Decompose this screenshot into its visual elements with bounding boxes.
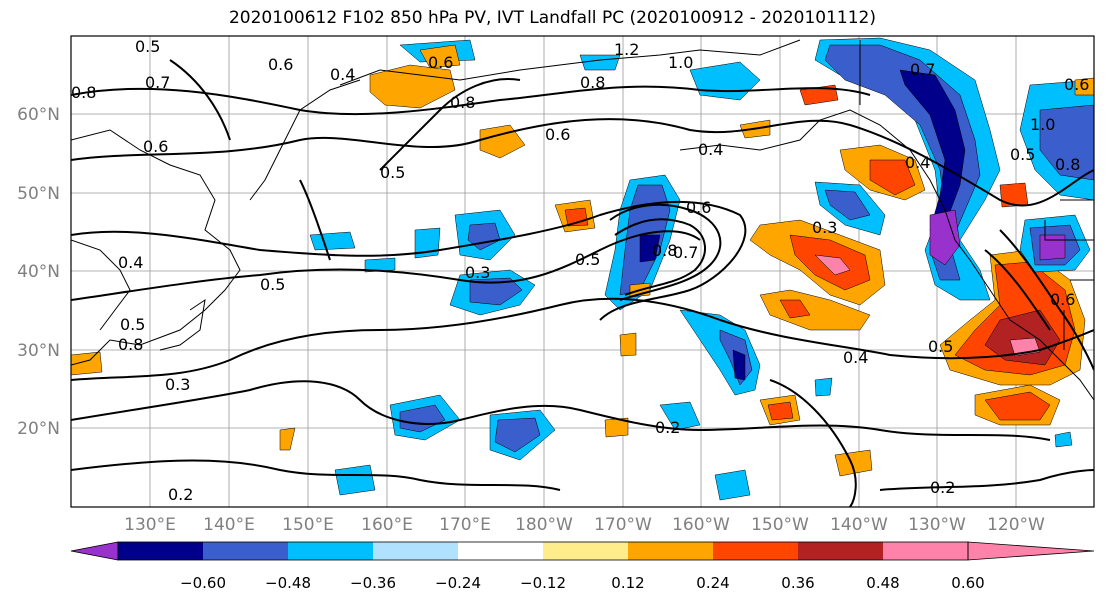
lat-label: 20°N	[17, 419, 60, 439]
colorbar-segment	[288, 542, 373, 560]
lon-label: 130°E	[124, 515, 176, 535]
contour-label: 0.8	[580, 73, 605, 92]
colorbar-tick-label: −0.36	[350, 574, 396, 592]
colorbar-segment	[798, 542, 883, 560]
lat-label: 40°N	[17, 262, 60, 282]
contour-label: 0.8	[118, 335, 143, 354]
contour-label: 0.8	[652, 241, 677, 260]
pv-contours	[71, 59, 1094, 507]
ivt-shading	[71, 37, 1094, 501]
lon-label: 160°E	[361, 515, 413, 535]
colorbar-tick-label: 0.12	[611, 574, 644, 592]
contour-label: 0.2	[930, 478, 955, 497]
colorbar-segment	[883, 542, 968, 560]
lat-label: 30°N	[17, 341, 60, 361]
colorbar-ticks: −0.60 −0.48 −0.36 −0.24 −0.12 0.12 0.24 …	[180, 574, 985, 592]
contour-label: 0.6	[143, 137, 168, 156]
contour-label: 0.3	[812, 218, 837, 237]
map-title: 2020100612 F102 850 hPa PV, IVT Landfall…	[228, 8, 876, 28]
lon-label: 170°E	[439, 515, 491, 535]
colorbar-segment	[628, 542, 713, 560]
lat-label: 60°N	[17, 105, 60, 125]
colorbar-segment	[458, 542, 543, 560]
contour-label: 0.5	[120, 315, 145, 334]
colorbar-tick-label: 0.48	[866, 574, 899, 592]
lon-label: 150°E	[282, 515, 334, 535]
contour-label: 0.6	[1064, 75, 1089, 94]
contour-label: 0.5	[928, 337, 953, 356]
contour-label: 0.2	[655, 418, 680, 437]
contour-label: 0.4	[330, 65, 355, 84]
colorbar-tick-label: 0.60	[951, 574, 984, 592]
colorbar-tick-label: −0.24	[435, 574, 481, 592]
colorbar-segment	[373, 542, 458, 560]
contour-label: 0.5	[380, 163, 405, 182]
colorbar-upper-extend	[967, 541, 1095, 561]
longitude-labels: 130°E 140°E 150°E 160°E 170°E 180°W 170°…	[124, 515, 1045, 535]
lon-label: 140°W	[830, 515, 888, 535]
colorbar-tick-label: −0.60	[180, 574, 226, 592]
colorbar-tick-label: −0.48	[265, 574, 311, 592]
colorbar-tick-label: 0.24	[696, 574, 729, 592]
contour-label: 0.4	[118, 253, 143, 272]
lon-label: 180°W	[515, 515, 573, 535]
colorbar-segment	[203, 542, 288, 560]
map-frame	[70, 35, 1095, 508]
colorbar-segment	[713, 542, 798, 560]
contour-label: 0.3	[465, 263, 490, 282]
colorbar-segment	[543, 542, 628, 560]
contour-labels: 0.5 0.6 0.7 0.8 0.6 0.4 0.6 0.5 0.8 0.6 …	[71, 37, 1089, 504]
latitude-labels: 60°N 50°N 40°N 30°N 20°N	[17, 105, 60, 439]
lon-label: 170°W	[594, 515, 652, 535]
contour-label: 0.5	[1010, 145, 1035, 164]
contour-label: 0.8	[450, 93, 475, 112]
lon-label: 140°E	[203, 515, 255, 535]
colorbar: −0.60 −0.48 −0.36 −0.24 −0.12 0.12 0.24 …	[70, 541, 1095, 592]
colorbar-tick-label: 0.36	[781, 574, 814, 592]
colorbar-lower-extend	[70, 541, 119, 561]
contour-label: 1.0	[668, 53, 693, 72]
colorbar-tick-label: −0.12	[520, 574, 566, 592]
contour-label: 0.8	[71, 83, 96, 102]
contour-label: 0.8	[1055, 155, 1080, 174]
lon-label: 120°W	[987, 515, 1045, 535]
coastlines	[71, 39, 1094, 401]
lon-label: 160°W	[672, 515, 730, 535]
lon-label: 150°W	[751, 515, 809, 535]
lon-label: 130°W	[908, 515, 966, 535]
contour-label: 0.5	[575, 250, 600, 269]
colorbar-segment	[118, 542, 203, 560]
colorbar-outline	[117, 541, 969, 561]
contour-label: 0.5	[135, 37, 160, 56]
contour-label: 0.2	[168, 485, 193, 504]
contour-label: 0.7	[673, 243, 698, 262]
contour-label: 0.6	[545, 125, 570, 144]
contour-label: 0.5	[260, 275, 285, 294]
contour-label: 0.6	[1050, 290, 1075, 309]
contour-label: 1.0	[1030, 115, 1055, 134]
contour-label: 0.4	[843, 348, 868, 367]
contour-label: 0.7	[910, 60, 935, 79]
contour-label: 0.6	[428, 53, 453, 72]
contour-label: 0.3	[165, 375, 190, 394]
contour-label: 0.7	[145, 73, 170, 92]
contour-label: 0.4	[905, 153, 930, 172]
contour-label: 0.6	[268, 55, 293, 74]
contour-label: 1.2	[614, 40, 639, 59]
lat-label: 50°N	[17, 184, 60, 204]
contour-label: 0.4	[698, 140, 723, 159]
contour-label: 0.6	[686, 198, 711, 217]
